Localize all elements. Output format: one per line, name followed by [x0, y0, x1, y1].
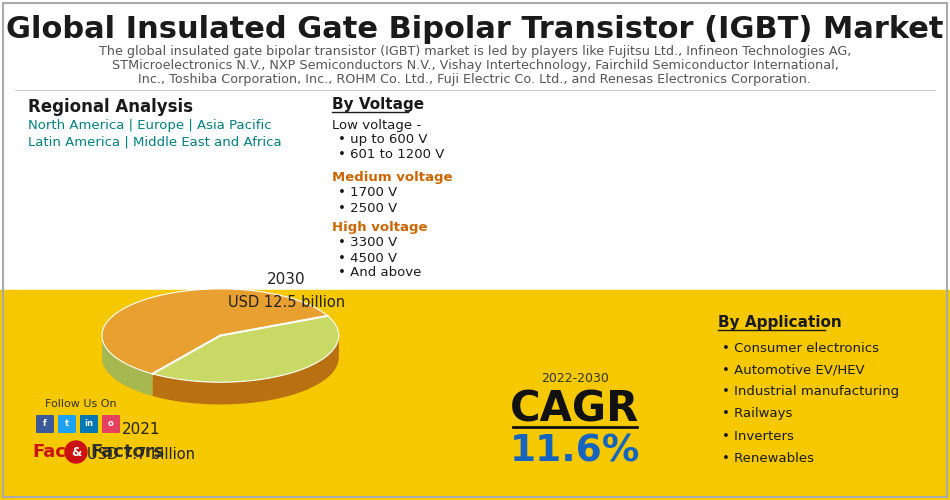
Text: By Application: By Application: [718, 314, 842, 330]
Text: • 1700 V: • 1700 V: [338, 186, 397, 200]
FancyBboxPatch shape: [58, 415, 76, 433]
Text: o: o: [108, 420, 114, 428]
Text: • Renewables: • Renewables: [722, 452, 814, 464]
Text: Facts: Facts: [32, 443, 86, 461]
Text: t: t: [65, 420, 69, 428]
Text: &: &: [71, 446, 81, 458]
Text: • And above: • And above: [338, 266, 422, 280]
Text: Latin America | Middle East and Africa: Latin America | Middle East and Africa: [28, 136, 281, 148]
Text: 2030: 2030: [267, 272, 305, 287]
Text: • 4500 V: • 4500 V: [338, 252, 397, 264]
Text: • 3300 V: • 3300 V: [338, 236, 397, 250]
Text: • 601 to 1200 V: • 601 to 1200 V: [338, 148, 445, 162]
Text: North America | Europe | Asia Pacific: North America | Europe | Asia Pacific: [28, 118, 272, 132]
Text: 2021: 2021: [123, 422, 161, 438]
Polygon shape: [328, 316, 339, 358]
Text: • 2500 V: • 2500 V: [338, 202, 397, 214]
Polygon shape: [102, 289, 328, 374]
Text: in: in: [85, 420, 93, 428]
Text: CAGR: CAGR: [510, 389, 639, 431]
Text: The global insulated gate bipolar transistor (IGBT) market is led by players lik: The global insulated gate bipolar transi…: [99, 44, 851, 58]
Text: 11.6%: 11.6%: [510, 434, 640, 470]
FancyBboxPatch shape: [102, 415, 120, 433]
FancyBboxPatch shape: [80, 415, 98, 433]
Text: • Consumer electronics: • Consumer electronics: [722, 342, 879, 354]
Text: Regional Analysis: Regional Analysis: [28, 98, 193, 116]
Bar: [0, 290, 950, 500]
FancyBboxPatch shape: [36, 415, 54, 433]
Text: By Voltage: By Voltage: [332, 96, 424, 112]
Text: Inc., Toshiba Corporation, Inc., ROHM Co. Ltd., Fuji Electric Co. Ltd., and Rene: Inc., Toshiba Corporation, Inc., ROHM Co…: [139, 72, 811, 86]
Text: Low voltage -: Low voltage -: [332, 118, 421, 132]
Text: Follow Us On: Follow Us On: [45, 399, 117, 409]
Text: High voltage: High voltage: [332, 222, 428, 234]
Circle shape: [65, 441, 87, 463]
Polygon shape: [152, 336, 339, 404]
Text: • Industrial manufacturing: • Industrial manufacturing: [722, 386, 899, 398]
Text: • Inverters: • Inverters: [722, 430, 794, 442]
Text: 2022-2030: 2022-2030: [542, 372, 609, 384]
Polygon shape: [102, 336, 152, 396]
Text: USD 12.5 billion: USD 12.5 billion: [228, 294, 345, 310]
Text: • Railways: • Railways: [722, 408, 792, 420]
Text: USD 7.7 billion: USD 7.7 billion: [87, 447, 196, 462]
Text: Factors: Factors: [90, 443, 164, 461]
Text: Medium voltage: Medium voltage: [332, 172, 452, 184]
Text: STMicroelectronics N.V., NXP Semiconductors N.V., Vishay Intertechnology, Fairch: STMicroelectronics N.V., NXP Semiconduct…: [111, 58, 839, 71]
Text: • Automotive EV/HEV: • Automotive EV/HEV: [722, 364, 864, 376]
Text: f: f: [43, 420, 47, 428]
Polygon shape: [152, 316, 339, 382]
Text: Global Insulated Gate Bipolar Transistor (IGBT) Market: Global Insulated Gate Bipolar Transistor…: [7, 16, 943, 44]
Text: • up to 600 V: • up to 600 V: [338, 134, 428, 146]
